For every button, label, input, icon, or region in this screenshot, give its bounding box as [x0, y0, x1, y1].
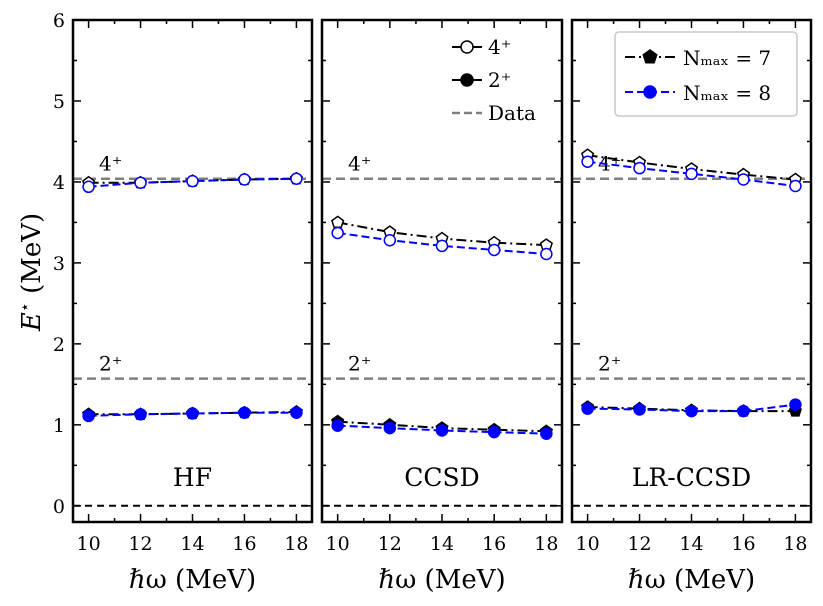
x-tick-label: 14 [679, 533, 703, 555]
series-line [587, 160, 796, 187]
data-point [383, 421, 397, 435]
data-point [633, 161, 646, 175]
panel-ccsd: 4⁺ 2⁺ 10 12 14 16 18 ℏω (MeV) CCSD [320, 18, 564, 595]
panel-frame [320, 18, 564, 524]
data-point [134, 176, 147, 189]
data-point [789, 398, 802, 411]
panel-title: LR-CCSD [632, 463, 751, 492]
y-tick-label: 3 [53, 253, 65, 275]
x-tick-label: 14 [180, 533, 204, 555]
data-level-label: 2⁺ [598, 352, 621, 376]
x-tick-label: 12 [378, 533, 402, 555]
data-point [134, 408, 147, 421]
data-point [581, 402, 594, 415]
data-point [331, 215, 345, 229]
data-point [540, 427, 553, 440]
y-tick-label: 2 [53, 334, 65, 356]
nmax-legend: Nₘₐₓ = 7 Nₘₐₓ = 8 [614, 31, 798, 117]
data-point [238, 173, 251, 186]
panel-lr-ccsd: 4⁺ 2⁺ 10 12 14 16 18 ℏω (MeV) LR-CCSD [570, 18, 813, 595]
legend-label: Nₘₐₓ = 8 [683, 81, 771, 105]
y-tick-label: 1 [53, 415, 65, 437]
legend-label: 4⁺ [488, 35, 511, 59]
data-point [633, 403, 646, 416]
legend-marker [643, 85, 657, 99]
data-point [435, 424, 449, 437]
legend-marker [460, 40, 474, 54]
y-axis-title: E⋆ (MeV) [15, 213, 47, 332]
legend-label: 2⁺ [488, 68, 511, 92]
data-point [789, 179, 802, 193]
x-tick-label: 12 [627, 533, 651, 555]
x-tick-label: 10 [575, 533, 599, 555]
legend-label: Data [488, 101, 536, 125]
data-point [186, 407, 199, 420]
x-tick-label: 14 [430, 533, 454, 555]
x-tick-label: 10 [76, 533, 100, 555]
series-line [88, 177, 297, 188]
panel-title: CCSD [404, 463, 479, 492]
x-tick-label: 16 [232, 533, 256, 555]
x-tick-label: 18 [534, 533, 558, 555]
x-tick-label: 16 [731, 533, 755, 555]
data-point [290, 172, 303, 185]
x-tick-label: 18 [284, 533, 308, 555]
data-level-label: 4⁺ [99, 152, 122, 176]
x-tick-label: 12 [128, 533, 152, 555]
data-level-label: 2⁺ [99, 352, 122, 376]
panel-frame [71, 18, 314, 524]
data-point [290, 406, 303, 419]
legend-marker [642, 49, 658, 64]
x-tick-label: 10 [326, 533, 350, 555]
series-line [337, 231, 547, 255]
data-point [331, 419, 344, 432]
data-point [737, 173, 750, 186]
data-level-label: 2⁺ [348, 352, 371, 376]
data-point [238, 406, 251, 419]
data-level-label: 4⁺ [348, 152, 371, 176]
y-tick-label: 5 [53, 91, 65, 113]
data-point [581, 155, 594, 168]
data-point [737, 404, 750, 418]
data-point [685, 167, 698, 181]
x-axis-title: ℏω (MeV) [628, 565, 755, 595]
x-axis-title: ℏω (MeV) [129, 565, 256, 595]
x-tick-label: 16 [482, 533, 506, 555]
data-point [685, 404, 698, 418]
data-point [540, 247, 553, 261]
legend-marker [460, 73, 474, 87]
series-line [337, 424, 547, 435]
data-point [186, 174, 199, 188]
panel-title: HF [173, 463, 212, 492]
state-legend: 4⁺ 2⁺ Data [452, 35, 536, 125]
data-point [487, 243, 501, 257]
y-tick-label: 6 [53, 10, 65, 32]
data-point [435, 239, 449, 253]
y-tick-label: 0 [53, 496, 65, 518]
data-point [82, 409, 95, 423]
data-point [331, 226, 344, 240]
legend-label: Nₘₐₓ = 7 [683, 46, 771, 70]
x-axis-title: ℏω (MeV) [378, 565, 505, 595]
x-tick-label: 18 [783, 533, 807, 555]
data-point [82, 180, 95, 194]
data-point [383, 233, 397, 247]
legend-box [614, 31, 798, 117]
data-point [487, 425, 501, 439]
data-level-label: 4⁺ [598, 152, 621, 176]
y-tick-label: 4 [53, 172, 65, 194]
